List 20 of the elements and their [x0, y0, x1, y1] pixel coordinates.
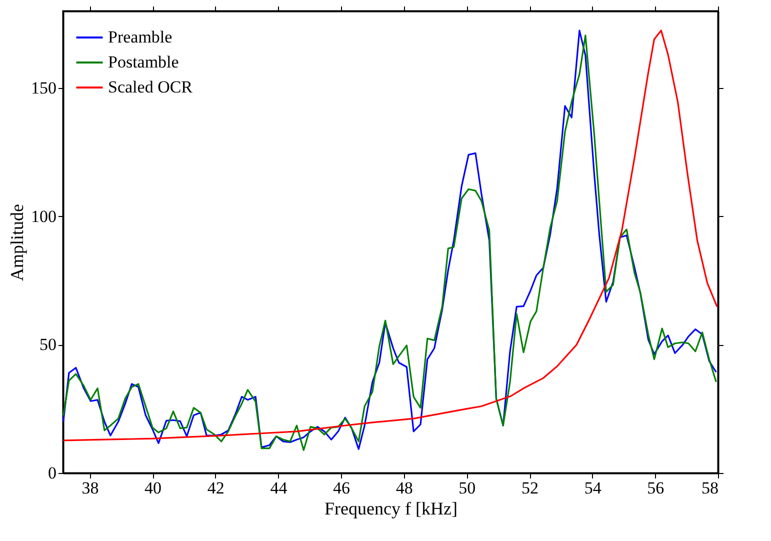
x-axis-title: Frequency f [kHz] [324, 498, 458, 518]
x-tick-label: 52 [522, 478, 539, 498]
y-tick-label: 50 [40, 335, 56, 354]
legend-label: Scaled OCR [108, 78, 194, 96]
x-tick-label: 48 [396, 478, 413, 498]
x-tick-label: 38 [82, 478, 99, 498]
legend-label: Preamble [108, 28, 172, 46]
x-tick-label: 56 [647, 478, 664, 498]
x-tick-label: 40 [144, 478, 162, 498]
y-tick-label: 100 [31, 206, 56, 226]
x-tick-label: 50 [458, 478, 476, 498]
x-tick-label: 44 [270, 478, 288, 498]
y-tick-label: 150 [31, 78, 56, 98]
y-axis-title: Amplitude [7, 204, 27, 281]
x-tick-label: 58 [702, 478, 718, 498]
y-tick-label: 0 [48, 464, 56, 482]
x-tick-label: 46 [333, 478, 350, 498]
legend-label: Postamble [108, 52, 179, 72]
x-tick-label: 42 [207, 478, 224, 498]
x-tick-label: 54 [584, 478, 602, 498]
